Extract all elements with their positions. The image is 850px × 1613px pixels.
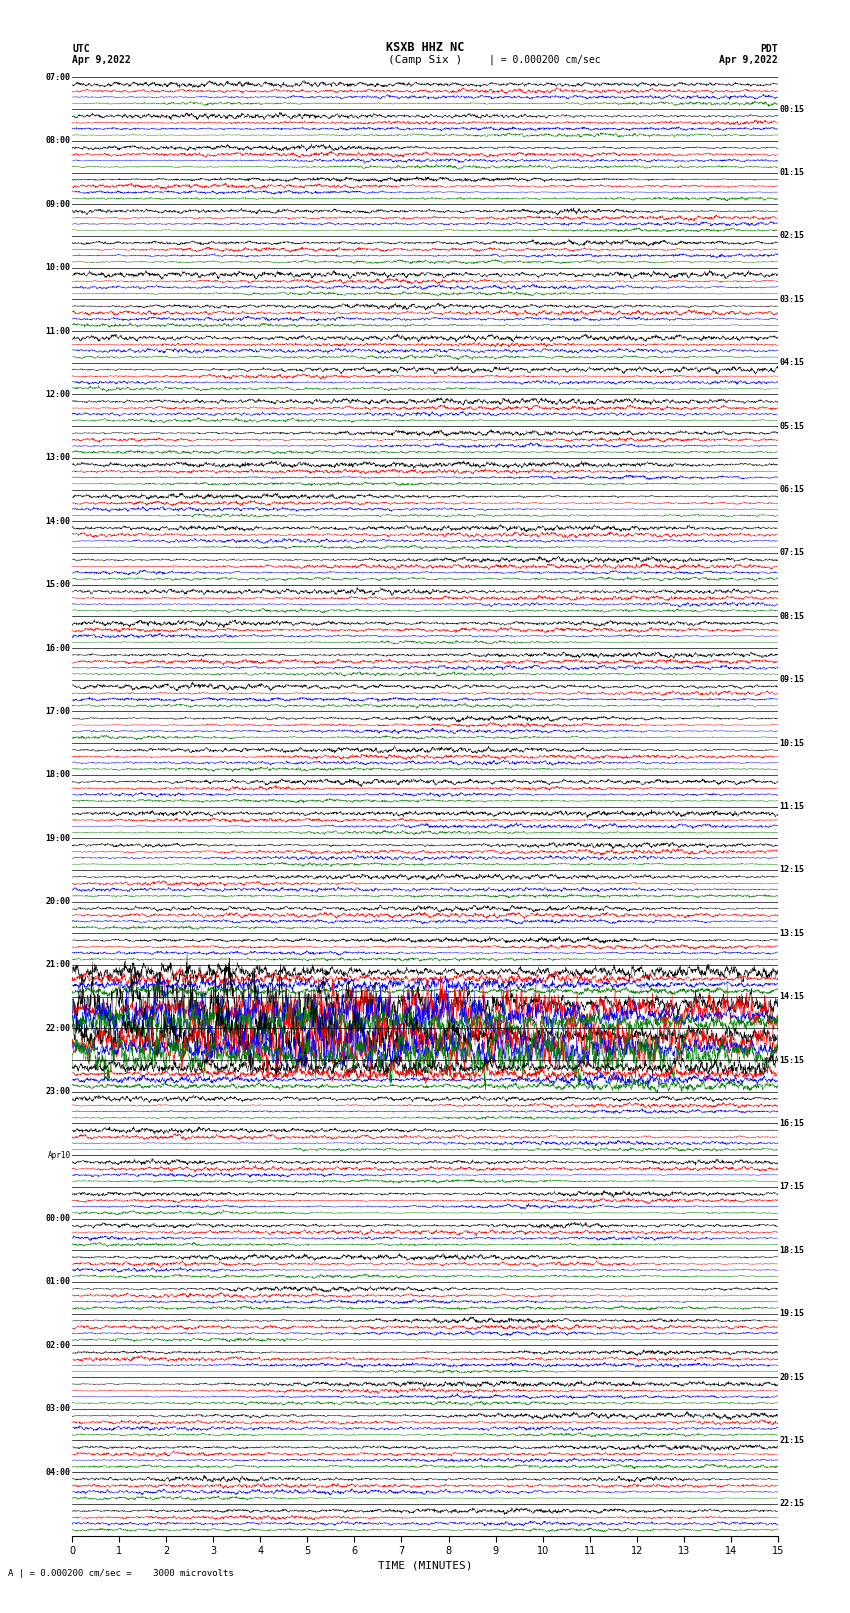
- Text: 09:00: 09:00: [46, 200, 71, 208]
- Text: 01:15: 01:15: [779, 168, 804, 177]
- Text: 12:15: 12:15: [779, 866, 804, 874]
- Text: 04:15: 04:15: [779, 358, 804, 368]
- X-axis label: TIME (MINUTES): TIME (MINUTES): [377, 1560, 473, 1569]
- Text: 13:15: 13:15: [779, 929, 804, 937]
- Text: 20:00: 20:00: [46, 897, 71, 907]
- Text: Apr 9,2022: Apr 9,2022: [719, 55, 778, 65]
- Text: 04:00: 04:00: [46, 1468, 71, 1476]
- Text: 02:00: 02:00: [46, 1340, 71, 1350]
- Text: 18:15: 18:15: [779, 1245, 804, 1255]
- Text: 11:00: 11:00: [46, 326, 71, 336]
- Text: 14:15: 14:15: [779, 992, 804, 1002]
- Text: 15:00: 15:00: [46, 581, 71, 589]
- Text: 22:00: 22:00: [46, 1024, 71, 1032]
- Text: KSXB HHZ NC: KSXB HHZ NC: [386, 40, 464, 53]
- Text: 21:00: 21:00: [46, 960, 71, 969]
- Text: 07:00: 07:00: [46, 73, 71, 82]
- Text: 05:15: 05:15: [779, 421, 804, 431]
- Text: 07:15: 07:15: [779, 548, 804, 558]
- Text: 16:00: 16:00: [46, 644, 71, 653]
- Text: 20:15: 20:15: [779, 1373, 804, 1382]
- Text: Apr10: Apr10: [48, 1150, 71, 1160]
- Text: 21:15: 21:15: [779, 1436, 804, 1445]
- Text: 13:00: 13:00: [46, 453, 71, 463]
- Text: 19:15: 19:15: [779, 1310, 804, 1318]
- Text: 03:15: 03:15: [779, 295, 804, 303]
- Text: UTC: UTC: [72, 44, 90, 53]
- Text: 03:00: 03:00: [46, 1405, 71, 1413]
- Text: 00:15: 00:15: [779, 105, 804, 113]
- Text: 16:15: 16:15: [779, 1119, 804, 1127]
- Text: | = 0.000200 cm/sec: | = 0.000200 cm/sec: [489, 55, 600, 65]
- Text: 09:15: 09:15: [779, 676, 804, 684]
- Text: 11:15: 11:15: [779, 802, 804, 811]
- Text: 22:15: 22:15: [779, 1500, 804, 1508]
- Text: 00:00: 00:00: [46, 1215, 71, 1223]
- Text: 17:00: 17:00: [46, 706, 71, 716]
- Text: 23:00: 23:00: [46, 1087, 71, 1097]
- Text: 10:00: 10:00: [46, 263, 71, 273]
- Text: 17:15: 17:15: [779, 1182, 804, 1192]
- Text: 08:00: 08:00: [46, 137, 71, 145]
- Text: 19:00: 19:00: [46, 834, 71, 842]
- Text: (Camp Six ): (Camp Six ): [388, 55, 462, 65]
- Text: Apr 9,2022: Apr 9,2022: [72, 55, 131, 65]
- Text: 10:15: 10:15: [779, 739, 804, 747]
- Text: 12:00: 12:00: [46, 390, 71, 398]
- Text: 14:00: 14:00: [46, 516, 71, 526]
- Text: A | = 0.000200 cm/sec =    3000 microvolts: A | = 0.000200 cm/sec = 3000 microvolts: [8, 1568, 235, 1578]
- Text: 01:00: 01:00: [46, 1277, 71, 1287]
- Text: 15:15: 15:15: [779, 1055, 804, 1065]
- Text: 18:00: 18:00: [46, 771, 71, 779]
- Text: 08:15: 08:15: [779, 611, 804, 621]
- Text: 06:15: 06:15: [779, 486, 804, 494]
- Text: PDT: PDT: [760, 44, 778, 53]
- Text: 02:15: 02:15: [779, 231, 804, 240]
